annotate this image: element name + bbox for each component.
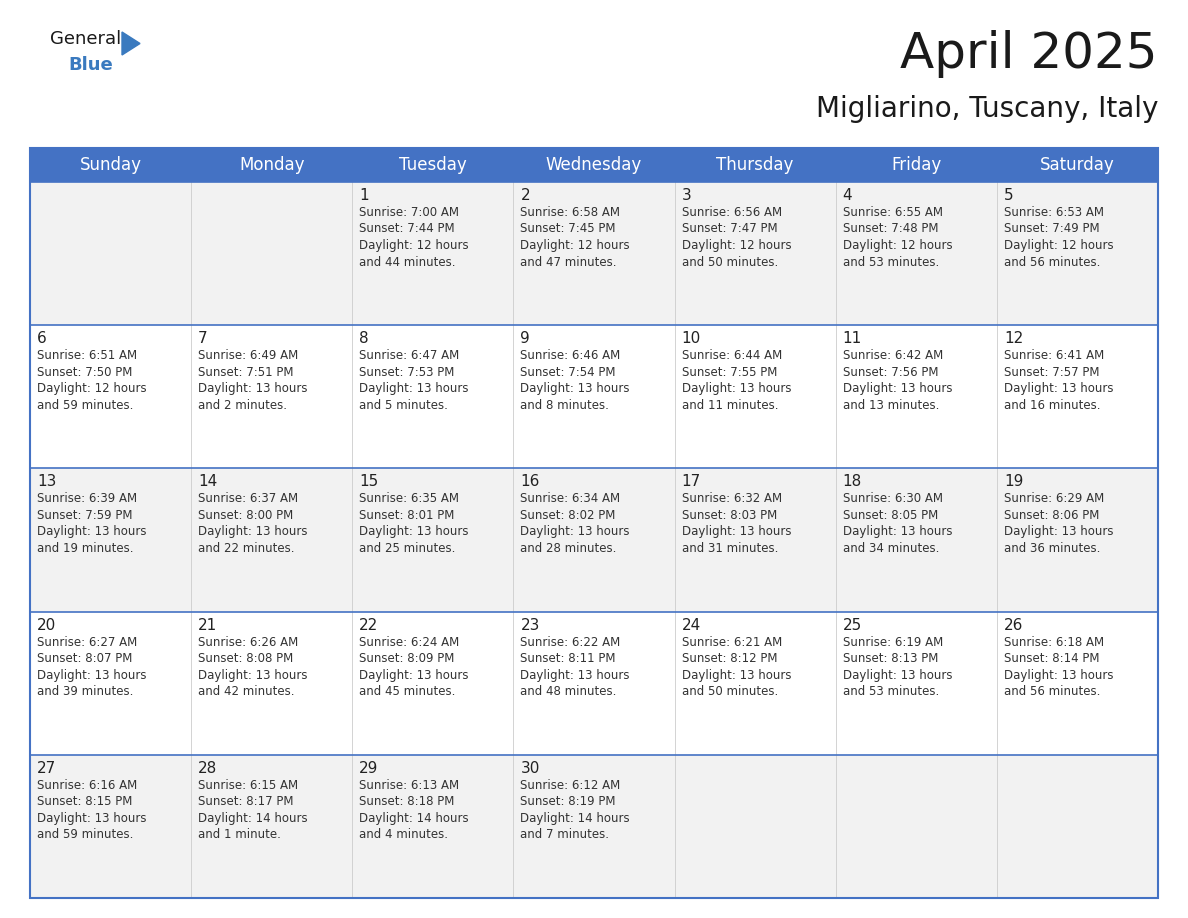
Text: Sunrise: 6:56 AM
Sunset: 7:47 PM
Daylight: 12 hours
and 50 minutes.: Sunrise: 6:56 AM Sunset: 7:47 PM Dayligh… (682, 206, 791, 268)
Text: 30: 30 (520, 761, 539, 776)
Text: Sunrise: 6:16 AM
Sunset: 8:15 PM
Daylight: 13 hours
and 59 minutes.: Sunrise: 6:16 AM Sunset: 8:15 PM Dayligh… (37, 778, 146, 841)
Text: Sunrise: 6:19 AM
Sunset: 8:13 PM
Daylight: 13 hours
and 53 minutes.: Sunrise: 6:19 AM Sunset: 8:13 PM Dayligh… (842, 635, 953, 698)
Text: 11: 11 (842, 331, 862, 346)
Bar (30, 755, 1158, 898)
Text: Sunrise: 6:55 AM
Sunset: 7:48 PM
Daylight: 12 hours
and 53 minutes.: Sunrise: 6:55 AM Sunset: 7:48 PM Dayligh… (842, 206, 953, 268)
Bar (30, 611, 1158, 755)
Text: Sunrise: 6:51 AM
Sunset: 7:50 PM
Daylight: 12 hours
and 59 minutes.: Sunrise: 6:51 AM Sunset: 7:50 PM Dayligh… (37, 349, 146, 411)
Text: Sunrise: 6:22 AM
Sunset: 8:11 PM
Daylight: 13 hours
and 48 minutes.: Sunrise: 6:22 AM Sunset: 8:11 PM Dayligh… (520, 635, 630, 698)
Text: April 2025: April 2025 (901, 30, 1158, 78)
Text: 27: 27 (37, 761, 56, 776)
Text: Sunday: Sunday (80, 156, 141, 174)
Text: 18: 18 (842, 475, 862, 489)
Text: 13: 13 (37, 475, 56, 489)
Text: 5: 5 (1004, 188, 1013, 203)
Polygon shape (122, 32, 140, 55)
Text: 16: 16 (520, 475, 539, 489)
Text: 14: 14 (198, 475, 217, 489)
Text: Sunrise: 7:00 AM
Sunset: 7:44 PM
Daylight: 12 hours
and 44 minutes.: Sunrise: 7:00 AM Sunset: 7:44 PM Dayligh… (359, 206, 469, 268)
Text: 8: 8 (359, 331, 369, 346)
Text: 24: 24 (682, 618, 701, 633)
Text: Saturday: Saturday (1040, 156, 1114, 174)
Text: General: General (50, 30, 121, 48)
Text: Sunrise: 6:32 AM
Sunset: 8:03 PM
Daylight: 13 hours
and 31 minutes.: Sunrise: 6:32 AM Sunset: 8:03 PM Dayligh… (682, 492, 791, 554)
Text: Sunrise: 6:41 AM
Sunset: 7:57 PM
Daylight: 13 hours
and 16 minutes.: Sunrise: 6:41 AM Sunset: 7:57 PM Dayligh… (1004, 349, 1113, 411)
Text: Sunrise: 6:18 AM
Sunset: 8:14 PM
Daylight: 13 hours
and 56 minutes.: Sunrise: 6:18 AM Sunset: 8:14 PM Dayligh… (1004, 635, 1113, 698)
Text: 12: 12 (1004, 331, 1023, 346)
Text: Sunrise: 6:27 AM
Sunset: 8:07 PM
Daylight: 13 hours
and 39 minutes.: Sunrise: 6:27 AM Sunset: 8:07 PM Dayligh… (37, 635, 146, 698)
Text: Sunrise: 6:26 AM
Sunset: 8:08 PM
Daylight: 13 hours
and 42 minutes.: Sunrise: 6:26 AM Sunset: 8:08 PM Dayligh… (198, 635, 308, 698)
Text: 25: 25 (842, 618, 862, 633)
Text: Migliarino, Tuscany, Italy: Migliarino, Tuscany, Italy (816, 95, 1158, 123)
Text: Sunrise: 6:34 AM
Sunset: 8:02 PM
Daylight: 13 hours
and 28 minutes.: Sunrise: 6:34 AM Sunset: 8:02 PM Dayligh… (520, 492, 630, 554)
Text: 20: 20 (37, 618, 56, 633)
Text: Monday: Monday (239, 156, 304, 174)
Text: 17: 17 (682, 475, 701, 489)
Text: Sunrise: 6:49 AM
Sunset: 7:51 PM
Daylight: 13 hours
and 2 minutes.: Sunrise: 6:49 AM Sunset: 7:51 PM Dayligh… (198, 349, 308, 411)
Bar (30, 182, 1158, 325)
Text: Sunrise: 6:24 AM
Sunset: 8:09 PM
Daylight: 13 hours
and 45 minutes.: Sunrise: 6:24 AM Sunset: 8:09 PM Dayligh… (359, 635, 469, 698)
Text: Sunrise: 6:58 AM
Sunset: 7:45 PM
Daylight: 12 hours
and 47 minutes.: Sunrise: 6:58 AM Sunset: 7:45 PM Dayligh… (520, 206, 630, 268)
Text: Sunrise: 6:30 AM
Sunset: 8:05 PM
Daylight: 13 hours
and 34 minutes.: Sunrise: 6:30 AM Sunset: 8:05 PM Dayligh… (842, 492, 953, 554)
Bar (30, 468, 1158, 611)
Text: 23: 23 (520, 618, 539, 633)
Text: 7: 7 (198, 331, 208, 346)
Text: 21: 21 (198, 618, 217, 633)
Text: 22: 22 (359, 618, 379, 633)
Bar (30, 148, 1158, 898)
Text: Sunrise: 6:47 AM
Sunset: 7:53 PM
Daylight: 13 hours
and 5 minutes.: Sunrise: 6:47 AM Sunset: 7:53 PM Dayligh… (359, 349, 469, 411)
Text: Sunrise: 6:37 AM
Sunset: 8:00 PM
Daylight: 13 hours
and 22 minutes.: Sunrise: 6:37 AM Sunset: 8:00 PM Dayligh… (198, 492, 308, 554)
Text: Sunrise: 6:15 AM
Sunset: 8:17 PM
Daylight: 14 hours
and 1 minute.: Sunrise: 6:15 AM Sunset: 8:17 PM Dayligh… (198, 778, 308, 841)
Text: 15: 15 (359, 475, 379, 489)
Text: Sunrise: 6:42 AM
Sunset: 7:56 PM
Daylight: 13 hours
and 13 minutes.: Sunrise: 6:42 AM Sunset: 7:56 PM Dayligh… (842, 349, 953, 411)
Text: 1: 1 (359, 188, 369, 203)
Text: Sunrise: 6:29 AM
Sunset: 8:06 PM
Daylight: 13 hours
and 36 minutes.: Sunrise: 6:29 AM Sunset: 8:06 PM Dayligh… (1004, 492, 1113, 554)
Text: Sunrise: 6:39 AM
Sunset: 7:59 PM
Daylight: 13 hours
and 19 minutes.: Sunrise: 6:39 AM Sunset: 7:59 PM Dayligh… (37, 492, 146, 554)
Text: 6: 6 (37, 331, 46, 346)
Text: 10: 10 (682, 331, 701, 346)
Bar (30, 148, 1158, 182)
Text: Sunrise: 6:53 AM
Sunset: 7:49 PM
Daylight: 12 hours
and 56 minutes.: Sunrise: 6:53 AM Sunset: 7:49 PM Dayligh… (1004, 206, 1113, 268)
Text: Sunrise: 6:46 AM
Sunset: 7:54 PM
Daylight: 13 hours
and 8 minutes.: Sunrise: 6:46 AM Sunset: 7:54 PM Dayligh… (520, 349, 630, 411)
Text: Thursday: Thursday (716, 156, 794, 174)
Text: 26: 26 (1004, 618, 1023, 633)
Text: Blue: Blue (68, 56, 113, 74)
Text: Sunrise: 6:21 AM
Sunset: 8:12 PM
Daylight: 13 hours
and 50 minutes.: Sunrise: 6:21 AM Sunset: 8:12 PM Dayligh… (682, 635, 791, 698)
Text: Sunrise: 6:13 AM
Sunset: 8:18 PM
Daylight: 14 hours
and 4 minutes.: Sunrise: 6:13 AM Sunset: 8:18 PM Dayligh… (359, 778, 469, 841)
Text: 29: 29 (359, 761, 379, 776)
Text: Friday: Friday (891, 156, 941, 174)
Text: Wednesday: Wednesday (545, 156, 643, 174)
Text: Sunrise: 6:35 AM
Sunset: 8:01 PM
Daylight: 13 hours
and 25 minutes.: Sunrise: 6:35 AM Sunset: 8:01 PM Dayligh… (359, 492, 469, 554)
Text: Tuesday: Tuesday (399, 156, 467, 174)
Text: 28: 28 (198, 761, 217, 776)
Text: Sunrise: 6:12 AM
Sunset: 8:19 PM
Daylight: 14 hours
and 7 minutes.: Sunrise: 6:12 AM Sunset: 8:19 PM Dayligh… (520, 778, 630, 841)
Text: 3: 3 (682, 188, 691, 203)
Text: 4: 4 (842, 188, 852, 203)
Text: 2: 2 (520, 188, 530, 203)
Bar (30, 325, 1158, 468)
Text: 9: 9 (520, 331, 530, 346)
Text: 19: 19 (1004, 475, 1023, 489)
Text: Sunrise: 6:44 AM
Sunset: 7:55 PM
Daylight: 13 hours
and 11 minutes.: Sunrise: 6:44 AM Sunset: 7:55 PM Dayligh… (682, 349, 791, 411)
